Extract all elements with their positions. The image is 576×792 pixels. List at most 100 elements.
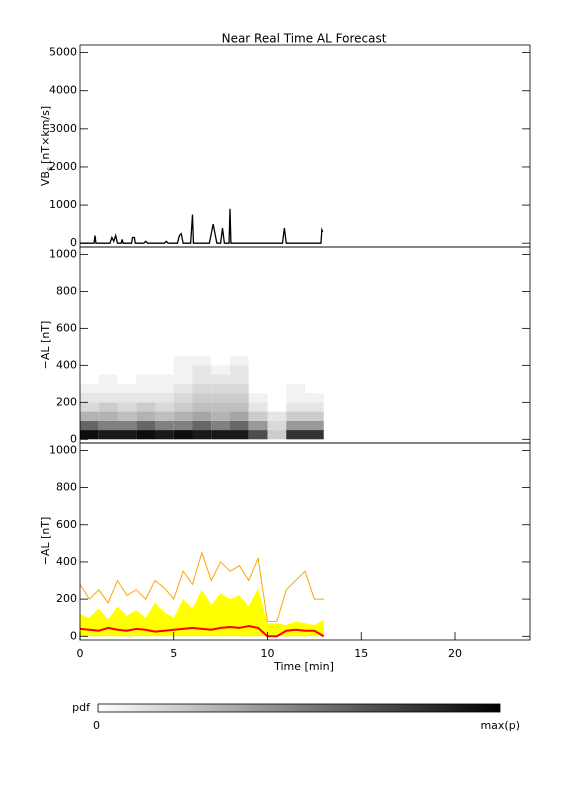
heat-cell (98, 374, 118, 384)
heat-cell (98, 383, 118, 394)
heat-cell (267, 383, 287, 394)
x-axis-label: Time [min] (273, 660, 334, 673)
heat-cell (155, 430, 174, 440)
data-line (80, 208, 324, 244)
heat-cell (230, 430, 249, 440)
heat-cell (286, 393, 305, 403)
heat-cell (98, 393, 118, 403)
colorbar (97, 703, 501, 713)
heat-cell (117, 430, 137, 440)
y-tick-label: 800 (56, 481, 77, 494)
x-tick-label: 0 (77, 647, 84, 660)
y-tick-label: 0 (70, 432, 77, 445)
heat-cell (80, 374, 99, 384)
y-tick-label: 4000 (49, 84, 77, 97)
heat-cell (98, 420, 118, 431)
heat-cell (155, 402, 174, 412)
heat-cell (286, 420, 305, 431)
heat-cell (98, 365, 118, 375)
y-tick-label: 400 (56, 555, 77, 568)
chart-title: Near Real Time AL Forecast (222, 32, 387, 46)
heat-cell (117, 356, 137, 366)
heat-cell (286, 365, 305, 375)
heat-cell (173, 420, 193, 431)
y-tick-label: 200 (56, 592, 77, 605)
heat-cell (136, 430, 155, 440)
heat-cell (192, 393, 212, 403)
y-tick-label: 1000 (49, 198, 77, 211)
heat-cell (248, 374, 268, 384)
x-tick-label: 15 (354, 647, 368, 660)
heat-cell (155, 374, 174, 384)
heat-cell (136, 383, 155, 394)
heat-cell (192, 430, 212, 440)
heat-cell (98, 430, 118, 440)
heat-cell (155, 411, 174, 421)
heat-cell (211, 365, 230, 375)
y-tick-label: 200 (56, 395, 77, 408)
heat-cell (305, 365, 324, 375)
y-tick-label: 2000 (49, 160, 77, 173)
y-tick-label: 0 (70, 629, 77, 642)
heat-cell (173, 393, 193, 403)
heat-cell (80, 356, 99, 366)
y-tick-label: 800 (56, 284, 77, 297)
heat-cell (80, 402, 99, 412)
heat-cell (80, 430, 99, 440)
heat-cell (248, 402, 268, 412)
heat-cell (173, 356, 193, 366)
heat-cell (136, 365, 155, 375)
heat-cell (155, 383, 174, 394)
heat-cell (155, 420, 174, 431)
heat-cell (136, 374, 155, 384)
heat-cell (211, 411, 230, 421)
heat-cell (136, 393, 155, 403)
heat-cell (305, 356, 324, 366)
heat-cell (248, 393, 268, 403)
heat-cell (286, 374, 305, 384)
y-axis-label: VBs [nT×km/s] (39, 106, 54, 186)
heat-cell (98, 411, 118, 421)
heat-cell (211, 356, 230, 366)
y-label-part: VB (39, 171, 52, 186)
heat-cell (117, 402, 137, 412)
y-tick-label: 1000 (49, 443, 77, 456)
y-tick-label: 0 (70, 236, 77, 249)
heat-cell (192, 420, 212, 431)
heat-cell (192, 383, 212, 394)
heat-cell (136, 420, 155, 431)
y-axis-label: −AL [nT] (39, 321, 52, 370)
heat-cell (230, 393, 249, 403)
x-tick-label: 5 (170, 647, 177, 660)
heat-cell (230, 365, 249, 375)
heat-cell (305, 383, 324, 394)
heat-cell (286, 411, 305, 421)
heat-cell (267, 393, 287, 403)
y-tick-label: 600 (56, 321, 77, 334)
heat-cell (98, 356, 118, 366)
heat-cell (173, 430, 193, 440)
y-tick-label: 5000 (49, 46, 77, 59)
plot-frame (79, 442, 531, 641)
y-tick-label: 1000 (49, 247, 77, 260)
heat-cell (248, 365, 268, 375)
heat-cell (230, 411, 249, 421)
heat-cell (267, 374, 287, 384)
colorbar-label: pdf (72, 701, 91, 714)
heat-cell (192, 411, 212, 421)
heat-cell (230, 356, 249, 366)
heat-cell (211, 393, 230, 403)
heat-cell (286, 402, 305, 412)
heat-cell (155, 365, 174, 375)
y-label-sub: s (45, 167, 54, 171)
heat-cell (173, 374, 193, 384)
plot-frame (79, 44, 531, 248)
x-tick-label: 20 (448, 647, 462, 660)
heat-cell (117, 374, 137, 384)
heat-cell (230, 420, 249, 431)
heat-cell (305, 420, 324, 431)
heat-cell (173, 365, 193, 375)
heat-cell (267, 420, 287, 431)
heat-cell (173, 383, 193, 394)
